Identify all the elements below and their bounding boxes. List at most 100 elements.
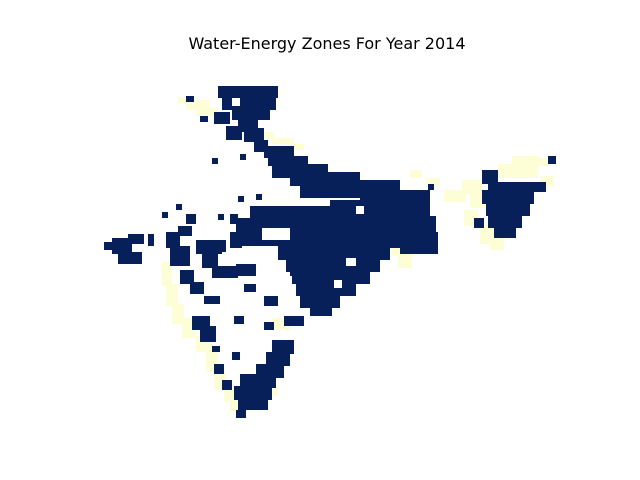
light-zone-cell — [230, 400, 240, 412]
dark-zone-cell — [232, 108, 270, 120]
light-zone-cell — [162, 262, 172, 286]
dark-zone-cell — [238, 118, 264, 132]
dark-zone-cell — [218, 86, 278, 98]
dark-zone-cell — [234, 316, 244, 324]
gap-cell — [222, 252, 232, 262]
gap-cell — [346, 258, 356, 266]
gap-cell — [334, 280, 342, 288]
dark-zone-cell — [256, 194, 262, 200]
dark-zone-cell — [272, 340, 294, 354]
dark-zone-cell — [128, 234, 144, 244]
dark-zone-cell — [230, 232, 400, 248]
dark-zone-cell — [196, 240, 226, 254]
dark-zone-cell — [296, 282, 356, 296]
dark-zone-cell — [226, 126, 242, 140]
dark-zone-layer — [104, 86, 556, 418]
dark-zone-cell — [482, 190, 534, 204]
dark-zone-cell — [232, 352, 240, 360]
dark-zone-cell — [186, 96, 194, 102]
dark-zone-cell — [548, 156, 556, 164]
dark-zone-cell — [486, 202, 530, 216]
dark-zone-cell — [186, 214, 196, 224]
dark-zone-cell — [284, 316, 304, 326]
dark-zone-cell — [200, 116, 208, 122]
dark-zone-cell — [290, 172, 360, 186]
dark-zone-cell — [112, 238, 132, 254]
gap-cell — [356, 206, 364, 214]
map-title: Water-Energy Zones For Year 2014 — [188, 34, 466, 53]
dark-zone-cell — [494, 226, 516, 238]
light-zone-cell — [498, 164, 538, 178]
dark-zone-cell — [238, 398, 268, 410]
light-zone-cell — [398, 254, 412, 268]
dark-zone-cell — [118, 252, 142, 264]
dark-zone-cell — [166, 232, 180, 248]
dark-zone-cell — [400, 232, 438, 254]
light-zone-cell — [178, 97, 188, 103]
dark-zone-cell — [162, 212, 168, 218]
dark-zone-cell — [178, 226, 192, 236]
dark-zone-cell — [212, 346, 220, 352]
dark-zone-cell — [280, 258, 380, 272]
dark-zone-cell — [240, 374, 276, 388]
dark-zone-cell — [310, 304, 332, 316]
light-zone-cell — [540, 176, 554, 186]
dark-zone-cell — [176, 204, 182, 210]
dark-zone-cell — [104, 242, 114, 250]
dark-zone-cell — [264, 322, 274, 330]
light-zone-cell — [272, 138, 294, 144]
dark-zone-cell — [202, 254, 218, 268]
dark-zone-cell — [482, 170, 498, 184]
dark-zone-cell — [222, 380, 232, 390]
dark-zone-cell — [230, 214, 238, 224]
light-zone-layer — [162, 97, 554, 412]
light-zone-cell — [290, 144, 304, 150]
light-zone-cell — [268, 384, 278, 396]
light-zone-cell — [512, 156, 540, 166]
gap-cell — [232, 98, 240, 106]
dark-zone-cell — [268, 156, 308, 166]
dark-zone-cell — [238, 196, 244, 202]
dark-zone-cell — [236, 264, 260, 276]
dark-zone-cell — [148, 234, 154, 246]
dark-zone-cell — [240, 154, 246, 160]
dark-zone-cell — [204, 296, 220, 304]
dark-zone-cell — [212, 266, 238, 278]
gap-cell — [270, 276, 292, 292]
dark-zone-cell — [236, 218, 386, 234]
dark-zone-cell — [170, 246, 190, 266]
gap-cell — [256, 260, 286, 278]
dark-zone-cell — [330, 200, 430, 220]
gap-cell — [258, 120, 266, 128]
dark-zone-cell — [244, 284, 256, 292]
dark-zone-cell — [250, 206, 340, 220]
gap-cell — [242, 246, 278, 262]
dark-zone-cell — [370, 216, 436, 236]
light-zone-cell — [224, 388, 236, 402]
dark-zone-cell — [264, 296, 278, 306]
light-zone-cell — [410, 170, 422, 178]
light-zone-cell — [196, 108, 218, 116]
dark-zone-cell — [350, 180, 400, 192]
dark-zone-cell — [244, 130, 264, 142]
dark-zone-cell — [200, 326, 216, 342]
dark-zone-cell — [250, 246, 390, 260]
light-zone-cell — [262, 132, 274, 138]
light-zone-cell — [462, 180, 482, 194]
dark-zone-cell — [488, 214, 522, 228]
gap-cell — [262, 228, 290, 240]
light-zone-cell — [186, 100, 210, 110]
dark-zone-cell — [214, 112, 230, 124]
dark-zone-cell — [428, 184, 434, 190]
dark-zone-cell — [212, 158, 218, 164]
light-zone-cell — [490, 236, 504, 250]
dark-zone-cell — [510, 182, 546, 192]
dark-zone-cell — [236, 410, 246, 418]
light-zone-cell — [166, 284, 178, 306]
light-zone-cell — [392, 246, 406, 256]
dark-zone-cell — [222, 96, 276, 110]
dark-zone-cell — [190, 282, 204, 294]
light-zone-cell — [536, 158, 550, 166]
